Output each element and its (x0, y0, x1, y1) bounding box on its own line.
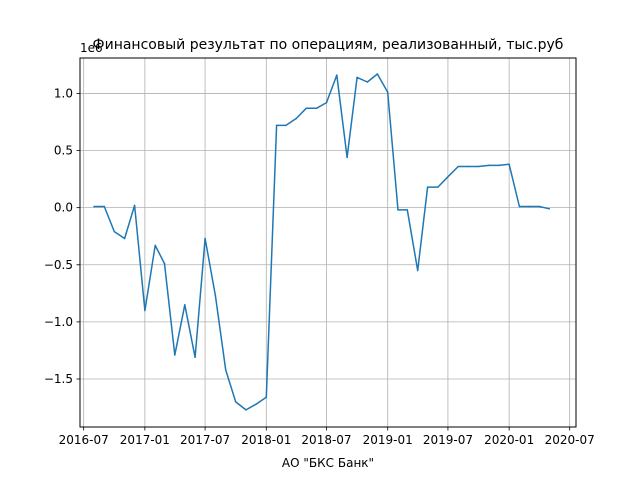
data-point (498, 164, 500, 167)
data-point (426, 186, 429, 188)
x-tick-label: 2020-07 (545, 433, 595, 447)
data-point (163, 262, 166, 265)
x-axis: 2016-07 2017-01 2017-07 2018-01 2018-07 2019-… (59, 427, 595, 447)
x-tick-label: 2016-07 (59, 433, 109, 447)
data-point (265, 396, 268, 399)
data-point (204, 237, 206, 240)
data-point (123, 237, 126, 240)
chart-title: Финансовый результат по операциям, реали… (93, 37, 564, 53)
data-point (234, 401, 237, 403)
data-point (376, 73, 379, 75)
data-point (548, 208, 551, 210)
data-point (488, 164, 490, 167)
data-point (518, 205, 521, 208)
data-point (113, 230, 116, 233)
data-point (174, 354, 176, 356)
series-group (93, 73, 551, 411)
data-point (295, 117, 297, 120)
data-point (275, 124, 278, 127)
data-point (528, 205, 530, 208)
data-point (144, 309, 146, 312)
y-tick-label: −1.0 (44, 315, 73, 329)
data-point (325, 101, 328, 104)
data-point (285, 124, 287, 127)
data-point (93, 205, 95, 208)
x-tick-label: 2017-01 (120, 433, 170, 447)
x-tick-label: 2020-01 (484, 433, 534, 447)
data-point (406, 209, 409, 211)
series-line (94, 73, 550, 411)
x-tick-label: 2017-07 (180, 433, 230, 447)
y-tick-label: −1.5 (44, 372, 73, 386)
data-point (245, 409, 247, 411)
data-point (437, 186, 439, 188)
x-tick-label: 2019-01 (363, 433, 413, 447)
y-tick-label: −0.5 (44, 258, 73, 272)
x-axis-label: АО "БКС Банк" (282, 456, 374, 470)
data-point (457, 165, 459, 168)
y-offset-label: 1e6 (80, 41, 103, 55)
y-axis: −1.5 −1.0 −0.5 0.0 0.5 1.0 (44, 86, 80, 386)
x-tick-label: 2019-07 (423, 433, 473, 447)
data-point (366, 81, 369, 83)
data-point (397, 209, 399, 211)
data-point (336, 74, 338, 76)
data-point (386, 91, 389, 94)
data-point (184, 304, 186, 306)
data-point (194, 356, 196, 359)
data-point (538, 205, 541, 208)
y-tick-label: 0.0 (54, 201, 73, 215)
data-point (224, 369, 227, 371)
data-point (416, 269, 419, 272)
data-point (477, 165, 480, 168)
data-point (508, 163, 510, 165)
data-point (356, 76, 358, 79)
data-point (467, 165, 470, 168)
y-tick-label: 0.5 (54, 144, 73, 158)
data-point (103, 205, 106, 208)
x-tick-label: 2018-07 (301, 433, 351, 447)
plot-frame (79, 57, 577, 428)
data-point (255, 403, 257, 405)
grid (80, 58, 576, 427)
data-point (447, 176, 449, 178)
data-point (315, 107, 318, 110)
data-point (133, 204, 136, 207)
y-tick-label: 1.0 (54, 86, 73, 100)
data-point (346, 156, 348, 159)
data-point (154, 244, 156, 247)
data-point (214, 294, 217, 297)
x-tick-label: 2018-01 (241, 433, 291, 447)
data-point (305, 107, 307, 110)
